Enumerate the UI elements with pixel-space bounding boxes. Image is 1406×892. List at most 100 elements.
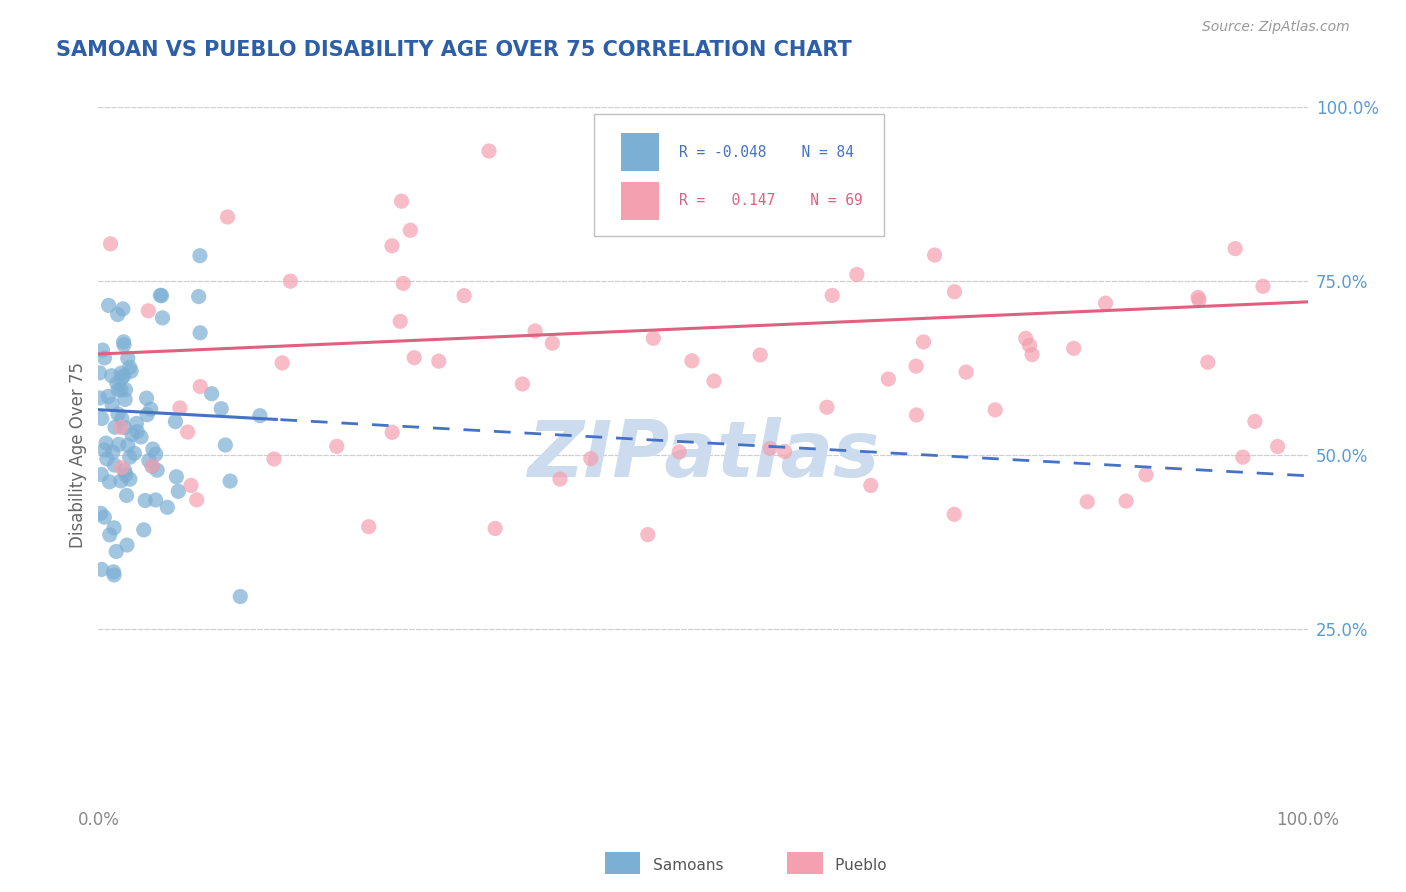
Point [1076, 495, 1098, 509]
Point [381, 239, 404, 253]
Point [138, 453, 160, 467]
Point [149, 288, 172, 302]
Point [955, 365, 977, 379]
Point [1135, 467, 1157, 482]
Point [637, 527, 659, 541]
Point [877, 372, 900, 386]
Point [100, 236, 122, 251]
Point [165, 469, 187, 483]
Point [105, 376, 128, 391]
Point [201, 386, 224, 401]
Point [98, 528, 121, 542]
Point [512, 377, 534, 392]
Point [165, 415, 187, 429]
Point [484, 521, 506, 535]
Point [703, 374, 725, 388]
Point [643, 331, 665, 345]
Point [427, 354, 450, 368]
Point [115, 488, 138, 502]
Point [111, 411, 134, 425]
Point [129, 430, 152, 444]
Point [167, 484, 190, 499]
Point [141, 459, 163, 474]
Point [759, 442, 782, 456]
Text: R = -0.048    N = 84: R = -0.048 N = 84 [679, 145, 853, 160]
Point [118, 360, 141, 375]
Y-axis label: Disability Age Over 75: Disability Age Over 75 [69, 362, 87, 548]
Point [579, 451, 602, 466]
Point [146, 463, 169, 477]
Point [117, 351, 139, 365]
Point [107, 308, 129, 322]
Point [115, 468, 138, 483]
Point [105, 544, 128, 558]
Point [1018, 338, 1040, 352]
Point [188, 379, 211, 393]
Point [1115, 494, 1137, 508]
Point [139, 402, 162, 417]
Point [114, 383, 136, 397]
Point [110, 474, 132, 488]
Text: Samoans: Samoans [619, 858, 723, 872]
Point [93, 351, 115, 365]
Point [117, 438, 139, 452]
Point [1094, 296, 1116, 310]
Point [150, 288, 173, 302]
Point [924, 248, 946, 262]
Point [96, 451, 118, 466]
Point [905, 359, 928, 373]
Point [188, 249, 211, 263]
Point [111, 301, 134, 316]
Point [97, 298, 120, 312]
Text: Pueblo: Pueblo [801, 858, 887, 872]
Point [399, 223, 422, 237]
Point [1244, 414, 1267, 428]
Point [100, 368, 122, 383]
Point [136, 408, 159, 422]
Point [90, 562, 112, 576]
Point [271, 356, 294, 370]
Point [120, 364, 142, 378]
Point [118, 450, 141, 465]
Point [132, 523, 155, 537]
Point [845, 268, 868, 282]
Point [112, 368, 135, 383]
Point [943, 285, 966, 299]
Point [141, 458, 163, 473]
Point [107, 407, 129, 421]
Point [89, 366, 111, 380]
Point [91, 343, 114, 357]
Point [145, 493, 167, 508]
Point [136, 303, 159, 318]
Point [392, 277, 415, 291]
Point [93, 442, 115, 457]
Point [209, 401, 232, 416]
Point [681, 354, 703, 368]
Point [124, 446, 146, 460]
Point [94, 436, 117, 450]
Point [524, 324, 547, 338]
Text: Source: ZipAtlas.com: Source: ZipAtlas.com [1202, 20, 1350, 34]
Point [103, 521, 125, 535]
Point [90, 411, 112, 425]
Point [815, 401, 838, 415]
Text: R =   0.147    N = 69: R = 0.147 N = 69 [679, 194, 862, 209]
Point [389, 314, 412, 328]
Point [115, 538, 138, 552]
Point [111, 371, 134, 385]
Point [134, 493, 156, 508]
Point [101, 445, 124, 459]
Point [104, 420, 127, 434]
Point [101, 397, 124, 411]
Point [943, 508, 966, 522]
Point [111, 460, 134, 475]
Point [93, 510, 115, 524]
Point [773, 444, 796, 458]
Point [1223, 242, 1246, 256]
Point [357, 519, 380, 533]
Point [249, 409, 271, 423]
Point [1021, 347, 1043, 361]
Point [1188, 293, 1211, 307]
Text: SAMOAN VS PUEBLO DISABILITY AGE OVER 75 CORRELATION CHART: SAMOAN VS PUEBLO DISABILITY AGE OVER 75 … [56, 40, 852, 60]
Point [125, 417, 148, 431]
